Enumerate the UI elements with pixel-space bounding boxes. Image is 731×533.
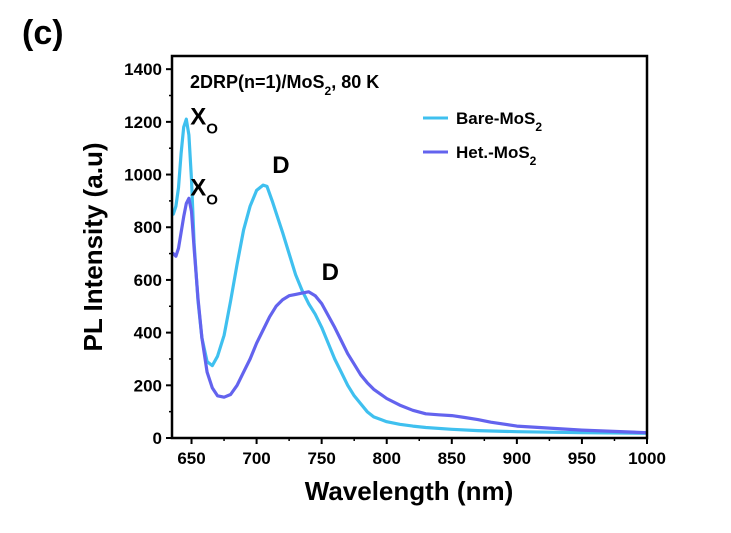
- x-tick-label: 900: [503, 449, 531, 468]
- series-line-het-mos2: [172, 196, 647, 435]
- peak-annotation: XO: [190, 103, 218, 137]
- x-tick-label: 650: [177, 449, 205, 468]
- chart-title: 2DRP(n=1)/MoS2, 80 K: [190, 72, 379, 98]
- x-tick-label: 800: [373, 449, 401, 468]
- peak-annotation: D: [272, 152, 289, 179]
- x-tick-label: 950: [568, 449, 596, 468]
- x-axis-title: Wavelength (nm): [305, 476, 513, 506]
- y-tick-label: 0: [153, 429, 162, 448]
- y-tick-label: 1400: [124, 60, 162, 79]
- x-tick-label: 700: [242, 449, 270, 468]
- legend-label-het: Het.-MoS2: [456, 143, 537, 168]
- peak-annotation: XO: [190, 175, 218, 209]
- x-tick-label: 850: [438, 449, 466, 468]
- plot-frame: [170, 54, 649, 440]
- panel-label: (c): [22, 14, 64, 52]
- legend: Bare-MoS2 Het.-MoS2: [423, 109, 542, 168]
- y-tick-label: 1000: [124, 166, 162, 185]
- x-tick-label: 1000: [628, 449, 666, 468]
- y-tick-label: 1200: [124, 113, 162, 132]
- peak-annotation: D: [322, 259, 339, 286]
- y-tick-label: 600: [134, 271, 162, 290]
- y-axis-title: PL Intensity (a.u): [78, 143, 108, 352]
- y-tick-label: 200: [134, 376, 162, 395]
- y-tick-label: 800: [134, 218, 162, 237]
- legend-label-bare: Bare-MoS2: [456, 109, 542, 134]
- series-line-bare-mos2: [172, 117, 647, 435]
- x-tick-label: 750: [307, 449, 335, 468]
- y-tick-label: 400: [134, 324, 162, 343]
